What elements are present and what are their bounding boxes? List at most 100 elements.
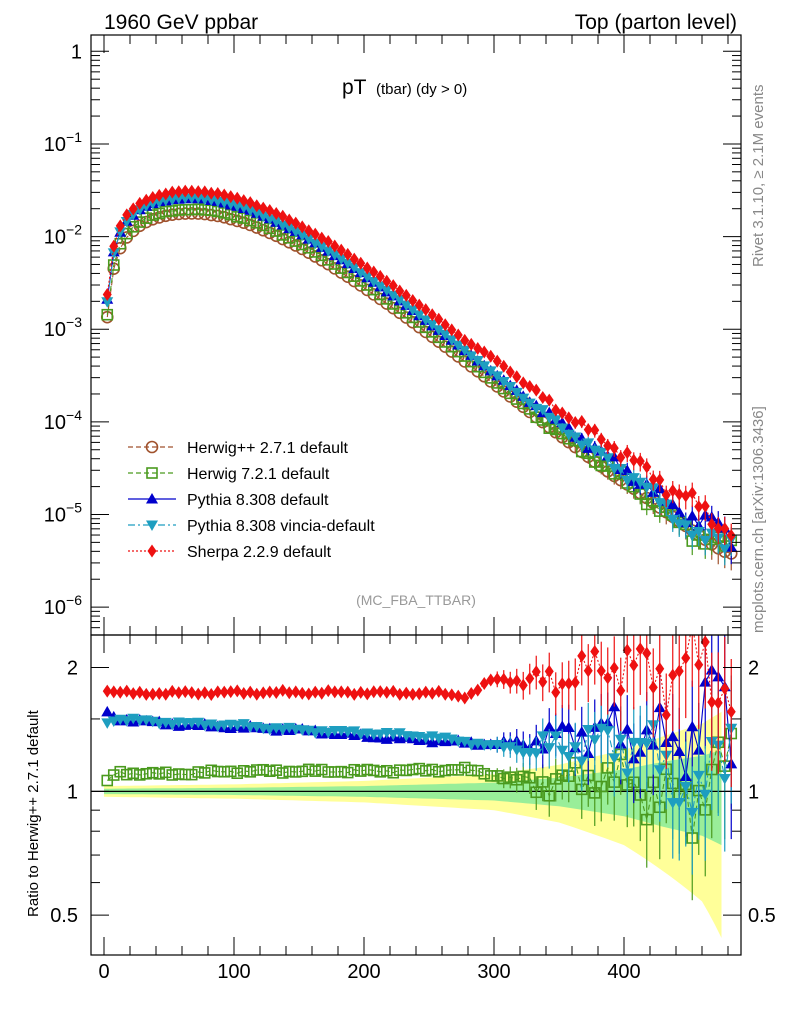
ratio-marker [621, 768, 634, 779]
ratio-marker [276, 724, 289, 736]
main-marker [200, 185, 210, 199]
main-marker [309, 238, 322, 250]
main-marker [666, 514, 679, 526]
ratio-marker [518, 678, 528, 692]
ratio-marker [284, 686, 294, 700]
legend-item: Herwig++ 2.7.1 default [128, 440, 349, 457]
ratio-marker [505, 675, 515, 689]
ratio-marker [153, 768, 166, 780]
ratio-marker [492, 672, 502, 686]
ratio-marker [543, 789, 556, 802]
main-marker [621, 464, 634, 475]
main-marker [237, 202, 250, 214]
ratio-x-tick-label: 200 [347, 961, 380, 983]
ratio-y-tick-label-left: 1 [67, 781, 78, 803]
main-y-tick-label: 10−6 [44, 592, 82, 619]
ratio-marker [686, 720, 699, 732]
main-marker [583, 423, 593, 437]
main-marker [122, 208, 132, 222]
main-marker [666, 498, 679, 509]
ratio-marker [512, 674, 522, 688]
ratio-marker [439, 764, 452, 777]
ratio-marker [720, 682, 730, 696]
ratio-marker [382, 685, 392, 699]
ratio-plot-area [91, 618, 741, 901]
ratio-marker [556, 745, 569, 757]
ratio-x-tick-label: 300 [477, 961, 510, 983]
uncertainty-band-inner [104, 750, 722, 846]
ratio-marker [244, 766, 257, 778]
ratio-marker [387, 766, 400, 779]
main-marker [439, 329, 452, 341]
main-marker [159, 205, 172, 218]
legend-item: Pythia 8.308 vincia-default [128, 518, 375, 535]
main-marker [640, 498, 653, 511]
ratio-marker [497, 772, 510, 785]
main-marker [297, 220, 307, 234]
ratio-marker [367, 764, 380, 777]
main-marker [562, 429, 575, 441]
ratio-marker [192, 717, 205, 729]
legend-marker [146, 520, 158, 531]
main-marker [187, 184, 197, 198]
ratio-marker [419, 733, 432, 744]
main-marker [250, 208, 263, 219]
ratio-marker [263, 765, 276, 778]
main-marker [718, 544, 731, 555]
ratio-marker [133, 769, 146, 781]
ratio-marker [335, 765, 348, 778]
main-marker [544, 393, 554, 407]
ratio-marker [549, 731, 562, 742]
main-marker [270, 217, 283, 228]
main-y-tick-label: 1 [71, 41, 82, 63]
main-marker [271, 207, 281, 221]
uncertainty-bands [104, 711, 722, 938]
legend-item: Herwig 7.2.1 default [128, 466, 330, 483]
ratio-marker [504, 742, 517, 753]
ratio-marker [374, 766, 387, 778]
main-marker [497, 376, 510, 388]
ratio-series-4 [102, 618, 736, 788]
ratio-marker [688, 618, 697, 631]
main-marker [328, 250, 341, 261]
ratio-marker [583, 664, 593, 678]
ratio-marker [440, 687, 450, 701]
main-marker [562, 421, 575, 433]
ratio-marker [323, 684, 333, 698]
ratio-marker [452, 764, 465, 776]
ratio-marker [523, 771, 536, 784]
ratio-marker [348, 726, 361, 737]
legend-marker [147, 544, 157, 558]
side-label-mcplots: mcplots.cern.ch [arXiv:1306.3436] [750, 406, 767, 633]
ratio-series-line [107, 635, 732, 715]
ratio-marker [504, 771, 517, 783]
ratio-marker [640, 813, 653, 826]
main-marker [322, 246, 335, 257]
main-marker [679, 520, 692, 531]
main-marker [465, 351, 478, 362]
main-marker [648, 472, 658, 486]
main-marker [478, 361, 491, 372]
ratio-y-tick-label-right: 1 [748, 781, 759, 803]
main-marker [621, 475, 634, 487]
main-marker [512, 370, 522, 384]
ratio-marker [530, 748, 543, 760]
main-marker [180, 184, 190, 198]
ratio-y-tick-label-right: 0.5 [748, 905, 776, 927]
axes: 1 10−1 10−2 10−3 10−4 10−5 10−6 0 100 200 300 400 2 2… [44, 35, 776, 983]
legend-label: Herwig 7.2.1 default [187, 466, 330, 483]
main-marker [466, 337, 476, 351]
ratio-marker [166, 769, 179, 781]
ratio-marker [562, 721, 575, 732]
legend-label: Sherpa 2.2.9 default [187, 544, 332, 561]
ratio-marker [543, 743, 556, 754]
main-marker [206, 186, 216, 200]
ratio-marker [458, 736, 471, 748]
main-marker [661, 488, 671, 502]
ratio-marker [369, 685, 379, 699]
main-marker [556, 423, 569, 434]
main-y-tick-label: 10−2 [44, 222, 82, 249]
observable-main: pT [342, 76, 367, 99]
ratio-marker [406, 763, 419, 776]
ratio-marker [226, 685, 236, 699]
